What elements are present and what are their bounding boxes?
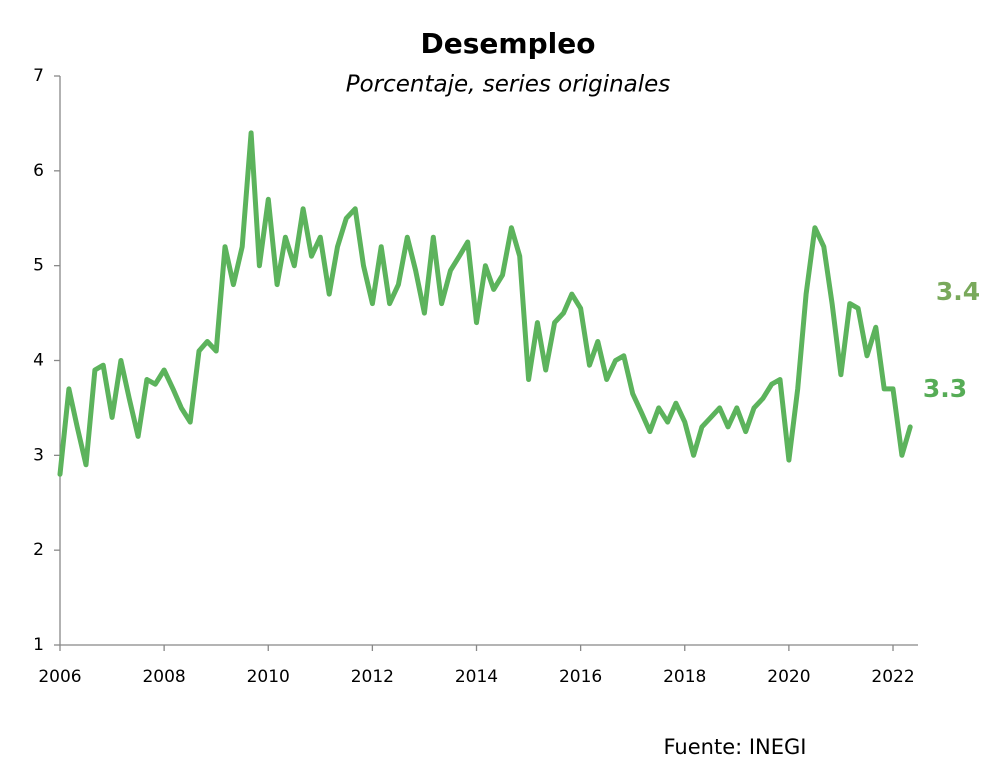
- x-tick-label: 2014: [455, 667, 498, 687]
- chart-title: Desempleo: [421, 27, 596, 60]
- annotation: 3.4: [936, 277, 980, 306]
- y-tick-label: 5: [33, 256, 44, 276]
- x-tick-label: 2020: [767, 667, 810, 687]
- y-tick-label: 6: [33, 161, 44, 181]
- data-line: [57, 130, 913, 477]
- source-note: Fuente: INEGI: [663, 735, 806, 759]
- y-tick-label: 3: [33, 445, 44, 465]
- x-tick-label: 2010: [247, 667, 290, 687]
- annotation: 3.3: [923, 374, 967, 403]
- y-tick-label: 1: [33, 635, 44, 655]
- x-tick-label: 2006: [38, 667, 81, 687]
- x-tick-label: 2008: [142, 667, 185, 687]
- x-tick-label: 2018: [663, 667, 706, 687]
- x-tick-label: 2012: [351, 667, 394, 687]
- y-tick-label: 2: [33, 540, 44, 560]
- x-tick-label: 2016: [559, 667, 602, 687]
- x-tick-label: 2022: [871, 667, 914, 687]
- chart-subtitle: Porcentaje, series originales: [346, 72, 671, 98]
- y-tick-label: 7: [33, 66, 44, 86]
- y-tick-label: 4: [33, 351, 44, 371]
